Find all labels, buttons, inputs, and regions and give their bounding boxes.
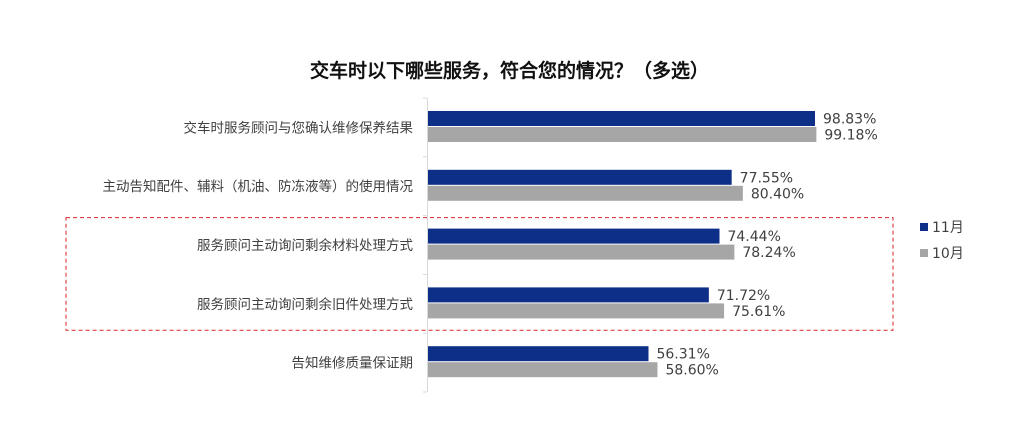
data-label: 71.72% [717,288,770,304]
bar [428,185,743,201]
category-label: 服务顾问主动询问剩余旧件处理方式 [197,296,413,313]
data-label: 75.61% [732,304,785,320]
bar [428,111,815,126]
bar [428,228,720,244]
category-label: 告知维修质量保证期 [292,355,414,372]
category-label: 服务顾问主动询问剩余材料处理方式 [197,237,413,254]
legend-label: 10月 [932,246,964,262]
bar [428,346,649,362]
category-label: 主动告知配件、辅料（机油、防冻液等）的使用情况 [103,178,414,195]
chart-title: 交车时以下哪些服务，符合您的情况？（多选） [309,60,709,82]
bar [428,169,732,185]
bar [428,362,658,378]
category-label: 交车时服务顾问与您确认维修保养结果 [184,119,414,136]
data-label: 74.44% [727,229,780,245]
data-label: 80.40% [751,186,804,202]
bar [428,303,725,319]
data-label: 77.55% [740,170,793,186]
legend-swatch [920,249,928,257]
bar [428,127,817,142]
data-label: 99.18% [824,128,877,144]
bar [428,244,735,260]
legend-label: 11月 [932,220,964,236]
data-label: 58.60% [665,363,718,379]
data-label: 56.31% [656,347,709,363]
data-label: 98.83% [823,112,876,128]
legend-swatch [920,223,928,231]
bar [428,287,709,303]
data-label: 78.24% [742,245,795,261]
highlight-box [65,217,894,331]
